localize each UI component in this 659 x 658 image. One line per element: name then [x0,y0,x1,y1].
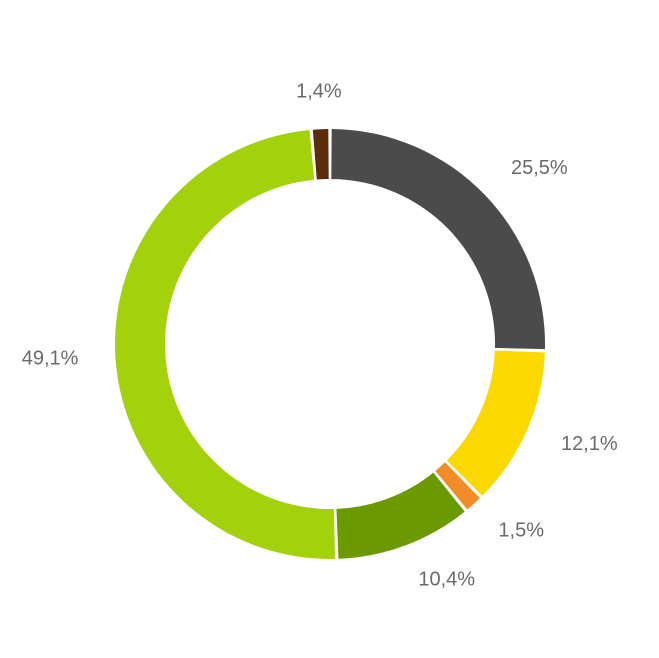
slice-label-3: 10,4% [418,568,475,590]
slice-label-1: 12,1% [561,433,618,455]
donut-slice-1 [446,350,545,496]
donut-slices [115,129,545,560]
donut-slice-2 [435,462,480,510]
donut-labels: 25,5% 12,1% 1,5% 10,4% 49,1% 1,4% [22,81,618,591]
donut-slice-4 [115,129,336,560]
donut-slice-0 [331,129,545,350]
slice-label-2: 1,5% [498,520,544,542]
slice-label-0: 25,5% [511,157,568,179]
slice-label-5: 1,4% [296,81,342,103]
donut-slice-5 [312,129,329,180]
donut-slice-3 [336,472,465,559]
slice-label-4: 49,1% [22,347,79,369]
